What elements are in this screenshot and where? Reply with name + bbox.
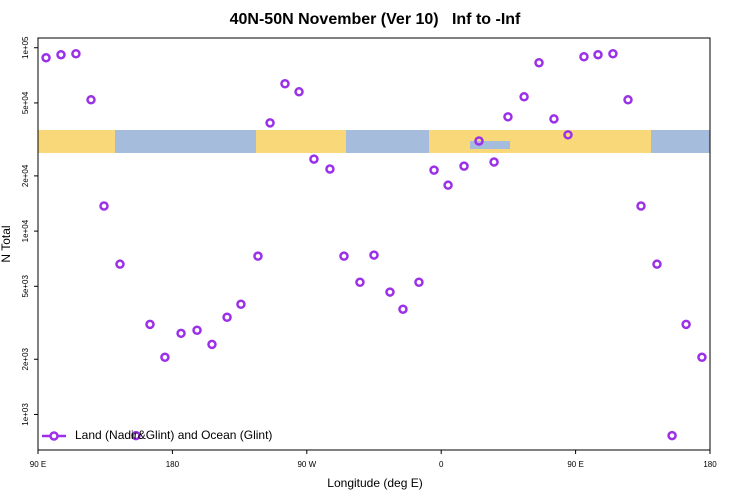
point: [253, 251, 263, 261]
point: [236, 299, 246, 310]
point: [355, 277, 365, 288]
point: [86, 95, 96, 105]
land: [429, 130, 651, 153]
point: [145, 319, 155, 330]
point: [414, 277, 424, 288]
x-tick-label: 90 E: [567, 460, 583, 469]
point: [160, 352, 170, 363]
point: [608, 49, 618, 59]
x-tick-label: 180: [166, 460, 180, 469]
legend-label: Land (Nadir&Glint) and Ocean (Glint): [75, 428, 272, 442]
point: [681, 319, 691, 330]
point: [519, 92, 529, 102]
x-tick-label: 0: [439, 460, 444, 469]
point: [534, 58, 544, 68]
legend-marker: [49, 431, 59, 441]
point: [339, 251, 349, 261]
y-tick-label: 5e+03: [21, 275, 30, 298]
y-tick-label: 1e+05: [21, 36, 30, 59]
point: [222, 312, 232, 322]
point: [652, 259, 662, 269]
point: [115, 259, 125, 269]
point: [697, 352, 707, 363]
point: [369, 250, 379, 260]
y-axis-label: N Total: [0, 225, 13, 262]
plot-frame: [37, 37, 711, 451]
point: [294, 87, 304, 97]
point: [385, 287, 395, 297]
point: [192, 325, 202, 335]
point: [131, 430, 141, 441]
x-tick-label: 90 W: [297, 460, 316, 469]
x-axis-label: Longitude (deg E): [327, 476, 422, 490]
y-tick-label: 2e+03: [21, 347, 30, 370]
y-tick-label: 5e+04: [21, 91, 30, 114]
point: [265, 118, 275, 128]
chart-title: 40N-50N November (Ver 10) Inf to -Inf: [230, 11, 521, 28]
y-tick-label: 2e+04: [21, 164, 30, 187]
x-tick-label: 180: [703, 460, 717, 469]
point: [474, 136, 484, 146]
point: [443, 180, 453, 190]
x-tick-label: 90 E: [30, 460, 46, 469]
land: [38, 130, 115, 153]
point: [99, 201, 109, 211]
point: [309, 154, 319, 164]
y-tick-label: 1e+04: [21, 219, 30, 242]
point: [41, 52, 51, 63]
point: [398, 304, 408, 314]
point: [579, 51, 589, 62]
point: [489, 157, 499, 167]
point: [325, 164, 335, 174]
point: [71, 49, 81, 59]
point: [429, 165, 439, 175]
land: [256, 130, 346, 153]
point: [207, 339, 217, 350]
y-tick-label: 1e+03: [21, 403, 30, 426]
point: [636, 201, 646, 211]
point: [563, 130, 573, 140]
point: [549, 114, 559, 124]
point: [503, 112, 513, 122]
point: [176, 328, 186, 339]
point: [56, 49, 66, 60]
point: [280, 79, 290, 89]
point: [459, 161, 469, 171]
point: [593, 49, 603, 60]
map-strip: [38, 130, 710, 153]
sea: [470, 141, 510, 149]
point: [667, 430, 677, 441]
point: [623, 95, 633, 105]
